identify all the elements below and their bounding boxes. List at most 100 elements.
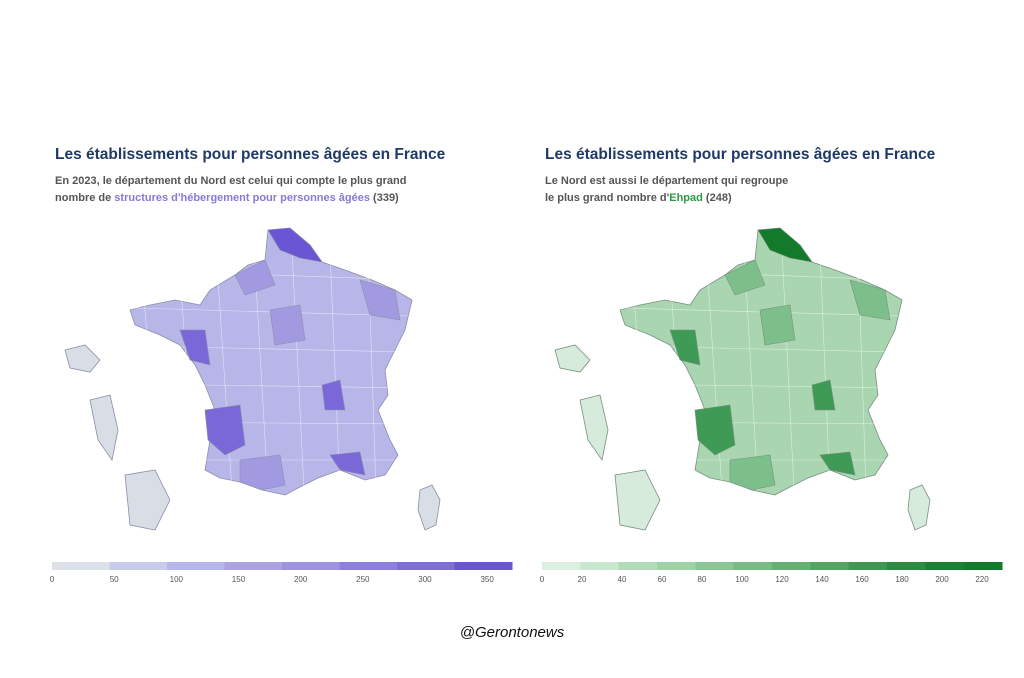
legend-swatch: [733, 562, 773, 570]
subtitle-count: (339): [369, 192, 399, 204]
territory-martinique: [579, 394, 609, 461]
department-border: [819, 249, 831, 491]
subtitle-line: En 2023, le département du Nord est celu…: [55, 175, 407, 187]
department-border: [134, 383, 411, 389]
legend-tick-label: 80: [698, 575, 707, 584]
legend-tick-label: 200: [294, 575, 308, 584]
department-border: [624, 345, 901, 353]
legend-tick-label: 40: [618, 575, 627, 584]
legend-swatch: [925, 562, 965, 570]
territory-corsica: [907, 484, 931, 531]
legend-tick-label: 60: [658, 575, 667, 584]
legend-swatch: [167, 562, 225, 570]
department-border: [291, 249, 305, 491]
legend-swatch: [618, 562, 658, 570]
department-border: [134, 269, 411, 281]
legend-tick-label: 150: [232, 575, 246, 584]
department-border: [667, 249, 687, 491]
map-title: Les établissements pour personnes âgées …: [545, 146, 936, 163]
legend-swatch: [224, 562, 283, 570]
legend-swatch: [580, 562, 620, 570]
region-rhone: [811, 379, 836, 411]
department-border: [629, 249, 651, 491]
region-gironde: [204, 404, 246, 456]
region-loire-atlantique: [669, 329, 701, 366]
department-border: [624, 269, 901, 281]
legend-tick-label: 180: [895, 575, 909, 584]
legend-swatch: [810, 562, 850, 570]
map-subtitle: En 2023, le département du Nord est celu…: [55, 173, 406, 207]
legend-swatch: [339, 562, 398, 570]
territory-guyane: [124, 469, 171, 531]
territory-guadeloupe: [64, 344, 101, 373]
legend-tick-label: 220: [975, 575, 989, 584]
department-border: [139, 249, 161, 491]
legend-swatch: [542, 562, 581, 570]
watermark: @Gerontonews: [459, 624, 565, 641]
region-centre: [759, 304, 796, 346]
map-panel-structures: Les établissements pour personnes âgées …: [40, 140, 520, 600]
france-mainland: [619, 227, 903, 496]
region-loire-atlantique: [179, 329, 211, 366]
region-nord-ouest: [724, 259, 766, 296]
legend-tick-label: 20: [578, 575, 587, 584]
subtitle-text: nombre de: [55, 192, 115, 204]
subtitle-count: (248): [702, 192, 732, 204]
legend-tick-label: 100: [170, 575, 184, 584]
territory-corsica: [417, 484, 441, 531]
legend-swatch: [657, 562, 696, 570]
map-subtitle: Le Nord est aussi le département qui reg…: [545, 173, 788, 207]
region-bouches-du-rhone: [329, 451, 366, 476]
subtitle-highlight: structures d'hébergement pour personnes …: [114, 192, 370, 204]
department-border: [781, 249, 795, 491]
department-border: [177, 249, 197, 491]
legend-tick-label: 200: [935, 575, 949, 584]
department-border: [624, 421, 901, 425]
legend-swatch: [282, 562, 340, 570]
territory-martinique: [89, 394, 119, 461]
legend-tick-label: 350: [480, 575, 494, 584]
choropleth-map: 0 20 40 60 80 100 120 140 160 180 200 220: [540, 227, 1003, 584]
legend-swatch: [963, 562, 1003, 570]
department-border: [624, 383, 901, 389]
territory-guyane: [614, 469, 661, 531]
map-title: Les établissements pour personnes âgées …: [55, 146, 446, 163]
department-border: [134, 421, 411, 425]
legend-tick-label: 300: [418, 575, 432, 584]
legend-tick-label: 100: [735, 575, 749, 584]
legend-tick-label: 120: [775, 575, 789, 584]
legend-tick-label: 50: [110, 575, 119, 584]
legend-swatch: [454, 562, 513, 570]
region-bouches-du-rhone: [819, 451, 856, 476]
subtitle-text: le plus grand nombre d': [545, 192, 670, 204]
region-nord: [757, 227, 813, 263]
legend-swatch: [772, 562, 811, 570]
region-rhone: [321, 379, 346, 411]
region-nord: [267, 227, 323, 263]
region-centre: [269, 304, 306, 346]
choropleth-map: 0 50 100 150 200 250 300 350: [50, 227, 513, 584]
legend-swatch: [109, 562, 168, 570]
legend-tick-label: 0: [540, 575, 545, 584]
legend-tick-label: 140: [815, 575, 829, 584]
france-mainland: [129, 227, 413, 496]
legend-swatch: [52, 562, 110, 570]
region-est: [359, 279, 401, 321]
region-gironde: [694, 404, 736, 456]
subtitle-highlight: Ehpad: [669, 192, 703, 204]
map-panel-ehpad: Les établissements pour personnes âgées …: [530, 140, 1010, 600]
region-nord-ouest: [234, 259, 276, 296]
legend-swatch: [848, 562, 888, 570]
department-border: [134, 345, 411, 353]
territory-guadeloupe: [554, 344, 591, 373]
legend-swatch: [695, 562, 735, 570]
region-est: [849, 279, 891, 321]
region-sud: [729, 454, 776, 491]
legend-tick-label: 250: [356, 575, 370, 584]
department-border: [329, 249, 341, 491]
legend-swatch: [397, 562, 455, 570]
legend-tick-label: 160: [855, 575, 869, 584]
region-sud: [239, 454, 286, 491]
subtitle-line: Le Nord est aussi le département qui reg…: [545, 175, 789, 187]
legend-tick-label: 0: [50, 575, 55, 584]
